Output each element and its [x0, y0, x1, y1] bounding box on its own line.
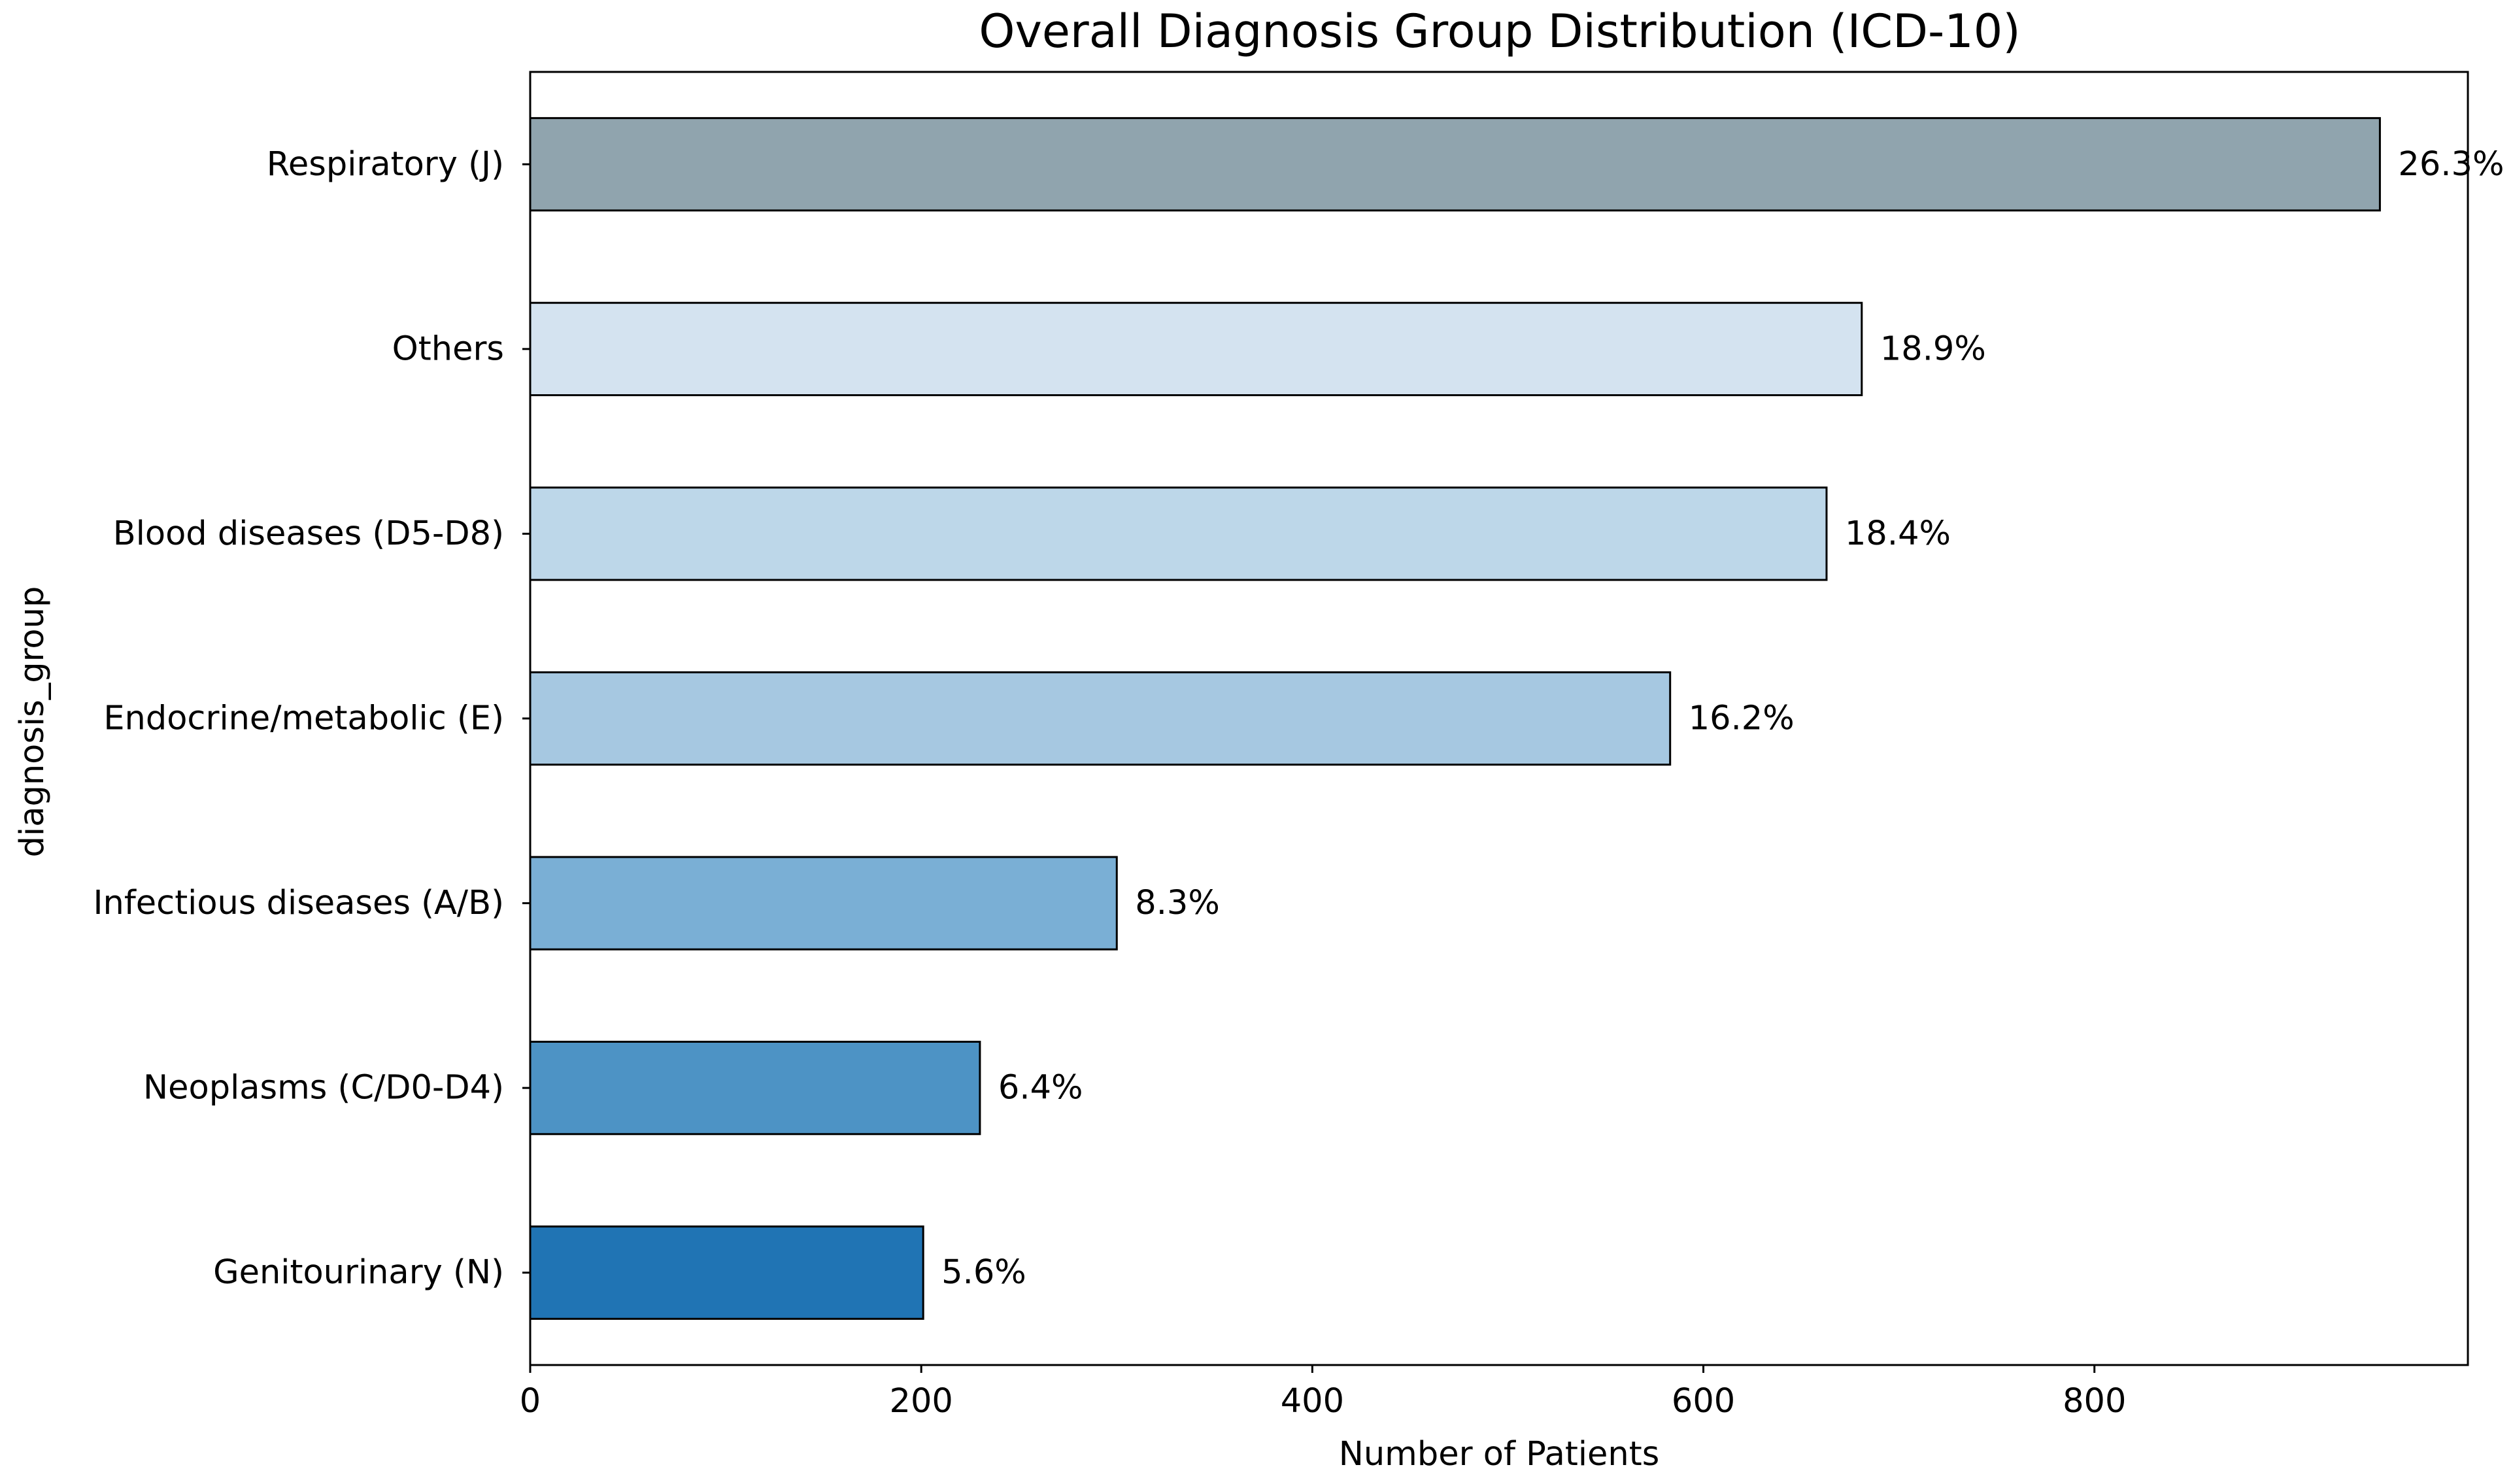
x-axis-label: Number of Patients [1339, 1435, 1660, 1474]
x-tick-label-0: 0 [520, 1382, 541, 1421]
bar-data-label-6: 5.6% [941, 1253, 1026, 1292]
bar-2 [529, 486, 1828, 581]
x-tick-label-1: 200 [890, 1382, 953, 1421]
x-tick-label-2: 400 [1281, 1382, 1344, 1421]
bar-data-label-5: 6.4% [998, 1069, 1083, 1107]
bar-data-label-3: 16.2% [1689, 700, 1795, 738]
x-tick-label-3: 600 [1672, 1382, 1735, 1421]
bar-0 [529, 117, 2381, 212]
bar-data-label-1: 18.9% [1880, 329, 1986, 368]
y-tick-label-0: Respiratory (J) [267, 145, 504, 184]
y-tick-label-4: Infectious diseases (A/B) [93, 884, 504, 922]
bar-data-label-0: 26.3% [2398, 145, 2504, 184]
axis-ticks-group: Respiratory (J) Others Blood diseases (D5-… [93, 145, 2126, 1421]
bar-3 [529, 671, 1672, 766]
y-tick-label-1: Others [392, 329, 504, 368]
plot-area-frame [529, 71, 2469, 1366]
y-axis-label: diagnosis_group [13, 586, 52, 858]
y-tick-label-5: Neoplasms (C/D0-D4) [143, 1069, 504, 1107]
bar-5 [529, 1041, 981, 1136]
bar-1 [529, 301, 1863, 397]
bar-data-label-2: 18.4% [1845, 514, 1951, 553]
bar-4 [529, 856, 1118, 951]
y-tick-label-3: Endocrine/metabolic (E) [103, 700, 504, 738]
bar-data-label-4: 8.3% [1135, 884, 1220, 922]
bars-group: 26.3% 18.9% 18.4% 16.2% 8.3% 6.4% 5.6% [529, 117, 2504, 1320]
x-tick-label-4: 800 [2063, 1382, 2126, 1421]
y-tick-label-6: Genitourinary (N) [213, 1253, 504, 1292]
bar-6 [529, 1225, 924, 1320]
chart-title: Overall Diagnosis Group Distribution (IC… [979, 5, 2020, 58]
y-tick-label-2: Blood diseases (D5-D8) [113, 514, 504, 553]
